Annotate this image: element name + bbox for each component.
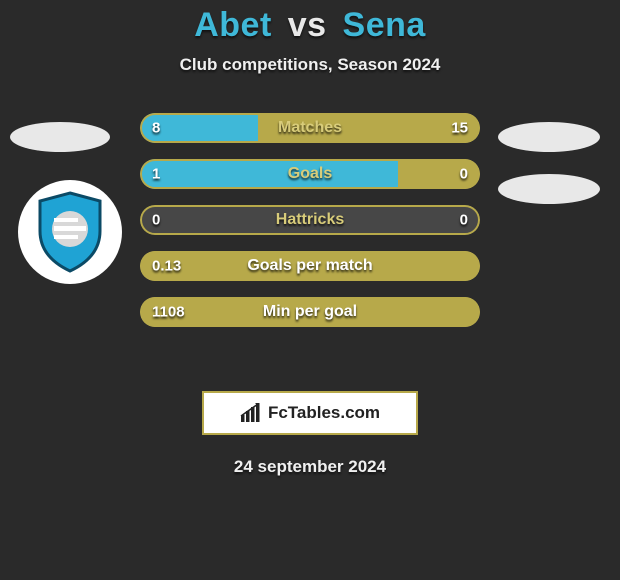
stat-right-value: 15 (451, 120, 468, 137)
stat-bar: 0.13 Goals per match (140, 251, 480, 281)
stat-left-value: 0.13 (152, 258, 181, 275)
stat-label: Goals (288, 165, 332, 183)
stat-left-value: 1 (152, 166, 160, 183)
stat-bar-left-fill (140, 159, 398, 189)
player2-avatar-placeholder (498, 122, 600, 152)
subtitle: Club competitions, Season 2024 (0, 55, 620, 75)
logo-text: FcTables.com (268, 403, 380, 423)
stat-label: Min per goal (263, 303, 357, 321)
player1-name: Abet (194, 6, 272, 44)
player1-avatar-placeholder (10, 122, 110, 152)
fctables-logo[interactable]: FcTables.com (202, 391, 418, 435)
stat-bar: 1108 Min per goal (140, 297, 480, 327)
vs-label: vs (288, 6, 327, 44)
stat-label: Hattricks (276, 211, 344, 229)
club-shield-icon (34, 191, 106, 273)
stat-label: Goals per match (247, 257, 372, 275)
stat-left-value: 8 (152, 120, 160, 137)
player1-club-badge (18, 180, 122, 284)
stat-bar: 8 15 Matches (140, 113, 480, 143)
stat-bar: 0 0 Hattricks (140, 205, 480, 235)
stat-left-value: 1108 (152, 304, 185, 321)
snapshot-date: 24 september 2024 (0, 457, 620, 477)
bar-chart-icon (240, 403, 262, 423)
stat-bars: 8 15 Matches 1 0 Goals 0 0 Hattricks 0.13 Goals pe… (140, 113, 480, 343)
comparison-title: Abet vs Sena (0, 0, 620, 45)
player2-name: Sena (343, 6, 426, 44)
stat-right-value: 0 (460, 212, 468, 229)
stat-right-value: 0 (460, 166, 468, 183)
stat-bar: 1 0 Goals (140, 159, 480, 189)
stat-left-value: 0 (152, 212, 160, 229)
stat-label: Matches (278, 119, 342, 137)
player2-club-placeholder (498, 174, 600, 204)
